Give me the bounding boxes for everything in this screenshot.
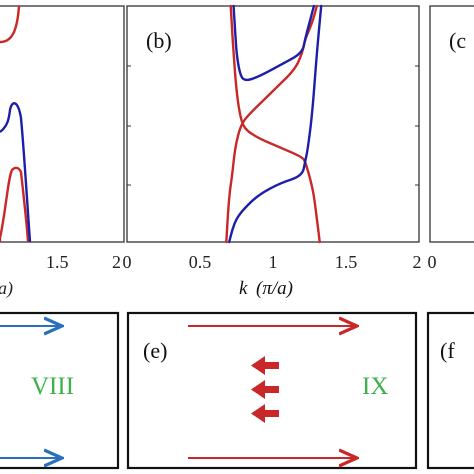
panel-a: 1.5 2 a) <box>0 5 125 299</box>
panel-e-thick-arrow <box>251 404 279 423</box>
panel-d-frame <box>0 311 120 470</box>
panel-a-red-curve-upper <box>0 5 21 44</box>
panel-e-thick-arrow <box>251 380 279 399</box>
panel-c-label: (c <box>449 28 466 53</box>
panel-b-tick-1.5: 1.5 <box>335 252 358 272</box>
panel-e-region-label: IX <box>362 373 388 400</box>
panel-e-label: (e) <box>143 338 167 363</box>
panel-a-blue-curve <box>0 102 32 243</box>
panel-a-red-curve-lower <box>0 166 30 243</box>
panel-b-band-curve-0-0 <box>225 4 318 244</box>
panel-e: (e) IX <box>126 311 418 470</box>
panel-a-frame <box>0 5 125 243</box>
panel-b-band-curve-1-1 <box>228 4 323 244</box>
panel-b-tick-0.5: 0.5 <box>189 252 212 272</box>
panel-d: VIII <box>0 311 120 470</box>
panel-b-tick-0: 0 <box>123 252 132 272</box>
panel-c-tick-0: 0 <box>428 252 437 272</box>
panel-d-region-label: VIII <box>31 373 74 400</box>
panel-b-xlabel-k: k <box>239 278 248 299</box>
panel-b-xlabel-units: (π/a) <box>256 278 293 299</box>
panel-a-xlabel-fragment: a) <box>0 278 13 299</box>
panel-a-tick-1.5: 1.5 <box>46 252 69 272</box>
panel-a-tick-2: 2 <box>112 252 121 272</box>
panel-a-curves <box>0 5 32 243</box>
panel-f: (f <box>426 311 474 470</box>
panel-c-frame <box>429 5 474 243</box>
panel-b: (b) 0 0.5 1 1.5 2 k (π/a) <box>123 4 422 299</box>
panel-c: (c 0 <box>428 5 474 272</box>
panel-b-series <box>225 4 323 244</box>
panel-b-tick-1: 1 <box>269 252 278 272</box>
panel-f-frame <box>426 311 474 470</box>
panel-e-frame <box>126 311 418 470</box>
panel-b-label: (b) <box>146 28 172 53</box>
panel-b-band-curve-1-0 <box>232 4 316 82</box>
panel-f-label: (f <box>440 338 455 363</box>
panel-e-thick-arrow <box>251 356 279 375</box>
panel-b-band-curve-0-1 <box>229 4 321 244</box>
panel-b-frame <box>126 5 420 243</box>
panel-b-tick-2: 2 <box>413 252 422 272</box>
